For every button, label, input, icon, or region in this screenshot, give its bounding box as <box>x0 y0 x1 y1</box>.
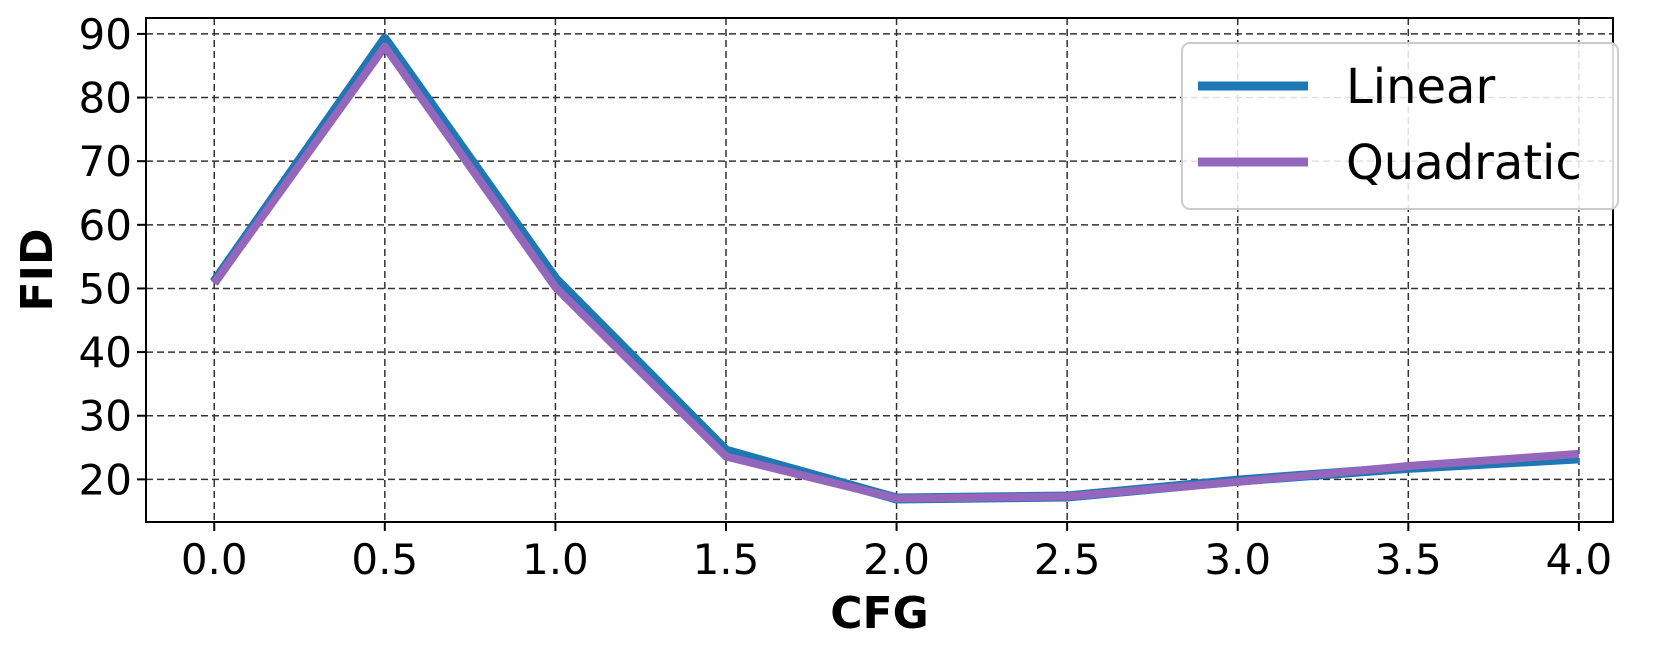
legend-label-linear: Linear <box>1346 59 1495 115</box>
series-line-quadratic <box>210 42 1580 503</box>
y-tick-label: 60 <box>79 201 132 250</box>
plot-frame <box>145 17 1614 523</box>
x-tick-label: 0.0 <box>181 535 248 584</box>
y-tick-label: 70 <box>79 137 132 186</box>
legend-label-quadratic: Quadratic <box>1346 135 1582 191</box>
x-tick-label: 1.0 <box>522 535 589 584</box>
y-tick-label: 80 <box>79 74 132 123</box>
y-tick-label: 50 <box>79 264 132 313</box>
x-tick-label: 2.5 <box>1034 535 1101 584</box>
x-tick-label: 0.5 <box>351 535 418 584</box>
x-tick-label: 1.5 <box>693 535 760 584</box>
y-axis-label: FID <box>12 229 63 312</box>
y-tick-label: 30 <box>79 392 132 441</box>
y-tick-label: 40 <box>79 328 132 377</box>
x-axis-label: CFG <box>830 588 928 639</box>
axis-ticks: 0.0 0.5 1.0 1.5 2.0 2.5 3.0 3.5 4.0 20 30 40 50 60 70 8… <box>79 10 1613 584</box>
x-tick-label: 3.5 <box>1375 535 1442 584</box>
x-tick-label: 4.0 <box>1545 535 1612 584</box>
x-tick-label: 2.0 <box>863 535 930 584</box>
series-lines <box>210 34 1580 504</box>
y-tick-label: 20 <box>79 455 132 504</box>
y-tick-label: 90 <box>79 10 132 59</box>
x-tick-label: 3.0 <box>1204 535 1271 584</box>
legend: Linear Quadratic <box>1181 42 1619 210</box>
